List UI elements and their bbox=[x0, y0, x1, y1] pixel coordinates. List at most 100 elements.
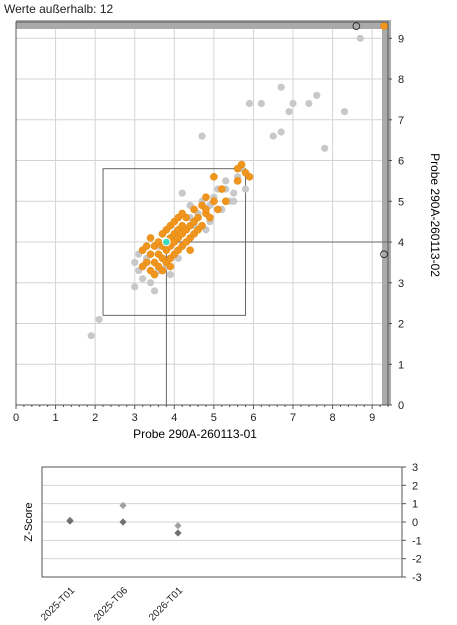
participant-point bbox=[245, 173, 254, 181]
x-tick-label: 5 bbox=[211, 412, 217, 424]
y-tick-label: 9 bbox=[398, 33, 404, 45]
x-tick-label: 7 bbox=[290, 412, 296, 424]
other-lab-point bbox=[245, 99, 254, 108]
out-of-range-marker bbox=[380, 250, 388, 259]
x-tick-label: 1 bbox=[53, 412, 59, 424]
other-lab-point bbox=[241, 185, 250, 193]
zscore-marker bbox=[119, 518, 127, 526]
zscore-grid bbox=[42, 466, 402, 578]
x-tick-label: 8 bbox=[330, 412, 336, 424]
other-lab-point bbox=[289, 99, 297, 108]
x-tick-label: 4 bbox=[171, 412, 177, 424]
zscore-tick-label: 2 bbox=[412, 480, 418, 492]
x-tick-label: 9 bbox=[369, 412, 375, 424]
other-lab-point bbox=[222, 177, 230, 185]
zscore-category-label: 2026-T01 bbox=[147, 585, 185, 623]
target-box bbox=[102, 168, 388, 405]
zscore-category-label: 2025-T01 bbox=[39, 585, 77, 623]
zscore-tick-label: -2 bbox=[412, 554, 422, 566]
youden-plot-frame bbox=[15, 21, 389, 406]
zscore-marker bbox=[174, 522, 182, 530]
other-lab-point bbox=[285, 108, 293, 116]
zscore-plot: 3 2 1 0 -1 -2 -3 2025-T01 2025-T06 2026-T01 Z-Sc… bbox=[23, 462, 422, 623]
other-lab-point bbox=[313, 91, 321, 99]
own-result-point bbox=[162, 237, 171, 247]
participant-point bbox=[166, 262, 175, 271]
youden-edge-bars bbox=[16, 20, 391, 405]
y-tick-label: 1 bbox=[398, 359, 404, 371]
y-tick-label: 0 bbox=[398, 400, 404, 412]
other-lab-point bbox=[95, 315, 103, 324]
other-lab-point bbox=[277, 83, 285, 91]
participant-point bbox=[142, 242, 151, 250]
participant-point bbox=[198, 221, 206, 230]
participant-point bbox=[380, 22, 388, 30]
zscore-tick-label: 1 bbox=[412, 499, 418, 511]
participant-point bbox=[194, 213, 202, 222]
participant-point bbox=[138, 262, 147, 271]
participant-point bbox=[221, 197, 230, 206]
zscore-axis-label: Z-Score bbox=[23, 502, 35, 541]
participant-point bbox=[210, 197, 218, 206]
other-lab-point bbox=[131, 258, 139, 266]
other-lab-point bbox=[198, 132, 206, 140]
x-tick-label: 3 bbox=[132, 412, 138, 424]
outliers-count-label: Werte außerhalb: 12 bbox=[4, 2, 114, 16]
participant-point bbox=[217, 185, 226, 193]
participant-point bbox=[206, 213, 214, 222]
other-lab-point bbox=[131, 283, 139, 291]
other-lab-point bbox=[139, 275, 147, 283]
zscore-tick-label: -3 bbox=[412, 572, 422, 584]
y-axis-label: Probe 290A-260113-02 bbox=[428, 153, 442, 277]
y-tick-label: 4 bbox=[398, 237, 404, 249]
y-tick-label: 7 bbox=[398, 115, 404, 127]
youden-ticks: 0 1 2 3 4 5 6 7 8 9 0 1 2 3 4 5 6 7 8 9 bbox=[13, 33, 404, 424]
zscore-marker bbox=[174, 529, 182, 537]
y-tick-label: 2 bbox=[398, 319, 404, 331]
participant-point bbox=[178, 209, 187, 218]
zscore-marker bbox=[119, 501, 127, 510]
other-lab-point bbox=[277, 128, 285, 136]
participant-point bbox=[210, 173, 218, 181]
other-lab-point bbox=[230, 189, 238, 197]
out-of-range-marker bbox=[352, 22, 361, 30]
other-lab-point bbox=[321, 144, 329, 152]
zscore-marker bbox=[66, 517, 74, 525]
other-lab-point bbox=[178, 189, 186, 197]
zscore-points bbox=[66, 501, 182, 537]
x-axis-label: Probe 290A-260113-01 bbox=[133, 427, 257, 441]
y-tick-label: 5 bbox=[398, 196, 404, 208]
y-tick-label: 8 bbox=[398, 74, 404, 86]
participant-point bbox=[202, 205, 210, 214]
participant-point bbox=[146, 234, 155, 242]
other-lab-point bbox=[269, 132, 277, 140]
top-out-of-range-bar bbox=[16, 20, 390, 29]
zscore-tick-label: -1 bbox=[412, 535, 422, 547]
other-lab-point bbox=[166, 271, 174, 279]
other-lab-point bbox=[340, 108, 349, 116]
youden-grid bbox=[15, 22, 388, 406]
participant-point bbox=[150, 270, 159, 279]
youden-points bbox=[87, 22, 388, 340]
y-tick-label: 3 bbox=[398, 278, 404, 290]
participant-point bbox=[158, 266, 167, 275]
y-tick-label: 6 bbox=[398, 156, 404, 168]
right-out-of-range-bar bbox=[382, 20, 391, 405]
youden-plot: 0 1 2 3 4 5 6 7 8 9 0 1 2 3 4 5 6 7 8 9 Probe 290A-260113-0… bbox=[13, 20, 442, 441]
participant-point bbox=[233, 177, 242, 185]
youden-frame bbox=[15, 21, 389, 406]
other-lab-point bbox=[87, 332, 95, 340]
other-lab-point bbox=[257, 99, 265, 108]
other-lab-point bbox=[230, 197, 238, 205]
participant-point bbox=[146, 250, 155, 259]
participant-point bbox=[202, 193, 210, 202]
other-lab-point bbox=[356, 34, 364, 42]
x-tick-label: 6 bbox=[250, 412, 256, 424]
other-lab-point bbox=[150, 287, 159, 295]
participant-point bbox=[214, 205, 222, 214]
x-tick-label: 0 bbox=[13, 412, 19, 424]
other-lab-point bbox=[305, 99, 313, 108]
participant-point bbox=[233, 164, 242, 173]
x-tick-label: 2 bbox=[92, 412, 98, 424]
participant-point bbox=[190, 205, 198, 214]
